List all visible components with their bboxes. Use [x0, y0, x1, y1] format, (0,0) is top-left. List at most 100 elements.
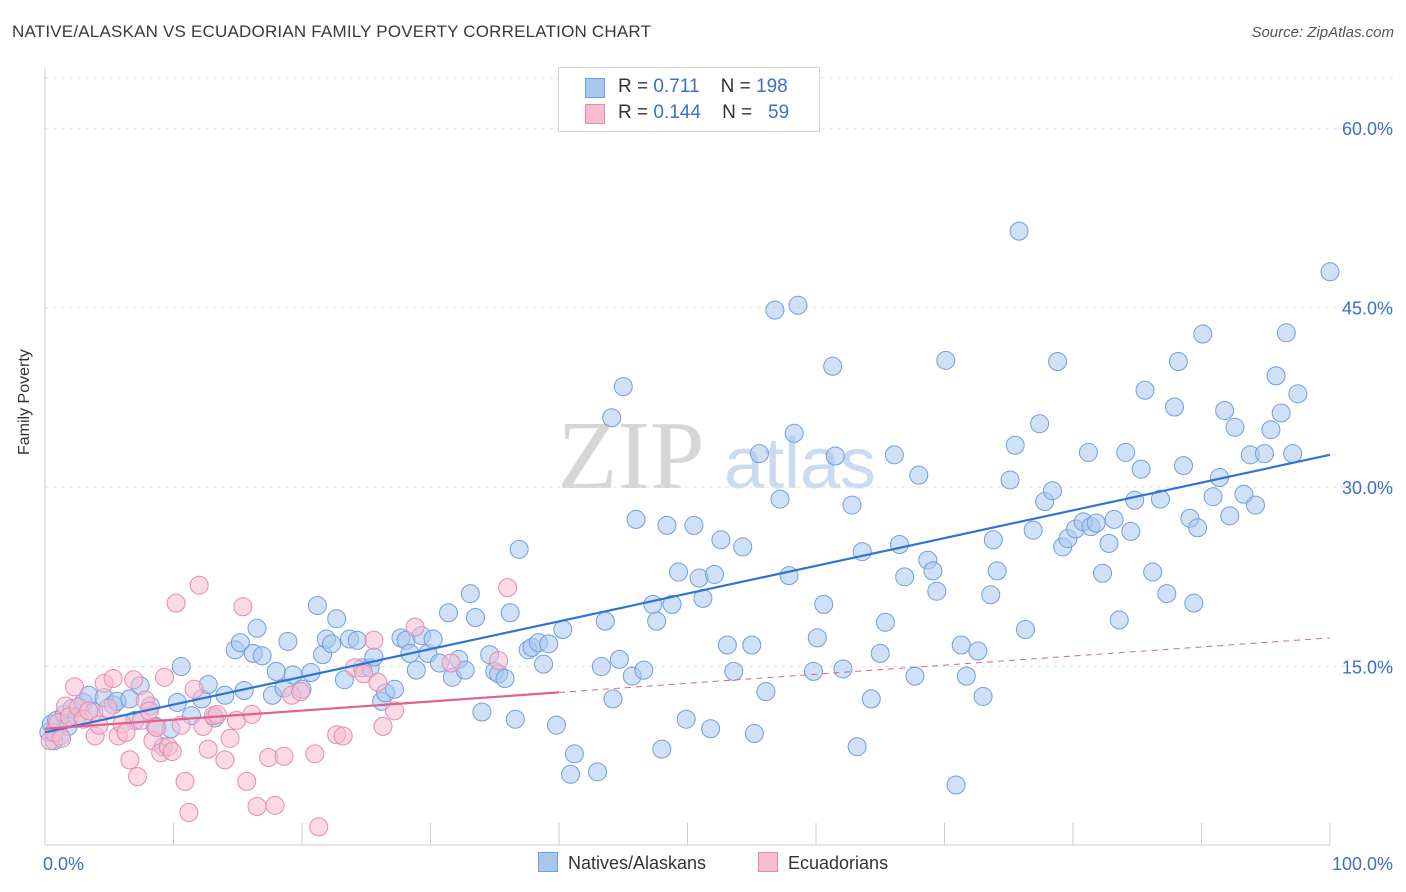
natives-point	[278, 631, 298, 651]
natives-trend-line	[44, 453, 1331, 734]
natives-point	[968, 641, 988, 661]
natives-point	[626, 509, 646, 529]
natives-point	[814, 594, 834, 614]
natives-point	[701, 719, 721, 739]
trend-lines	[44, 453, 1331, 734]
ecuadorians-point	[265, 795, 285, 815]
natives-point	[1109, 610, 1129, 630]
y-tick-label: 15.0%	[1342, 658, 1393, 678]
natives-point	[1143, 562, 1163, 582]
y-axis-label: Family Poverty	[16, 349, 33, 455]
natives-point	[1245, 495, 1265, 515]
natives-point	[1116, 442, 1136, 462]
series-ecuadorians-points	[40, 575, 518, 837]
natives-point	[1048, 352, 1068, 372]
natives-point	[1030, 414, 1050, 434]
natives-point	[1288, 384, 1308, 404]
natives-point	[946, 775, 966, 795]
natives-point	[327, 609, 347, 629]
natives-point	[1271, 403, 1291, 423]
natives-point	[733, 537, 753, 557]
natives-point	[406, 660, 426, 680]
ecuadorians-point	[65, 677, 85, 697]
ecuadorians-point	[207, 704, 227, 724]
natives-point	[905, 666, 925, 686]
natives-point	[884, 445, 904, 465]
natives-point	[669, 562, 689, 582]
y-tick-label: 45.0%	[1342, 299, 1393, 319]
natives-point	[495, 669, 515, 689]
ecuadorians-point	[385, 701, 405, 721]
natives-point	[1157, 584, 1177, 604]
x-tick-label: 0.0%	[43, 854, 84, 874]
natives-point	[807, 628, 827, 648]
legend-ecuadorians-label: Ecuadorians	[788, 853, 889, 873]
natives-point	[230, 633, 250, 653]
natives-point	[472, 702, 492, 722]
natives-point	[662, 594, 682, 614]
natives-point	[1000, 470, 1020, 490]
natives-point	[689, 568, 709, 588]
ecuadorians-point	[364, 630, 384, 650]
ecuadorians-point	[52, 728, 72, 748]
natives-point	[717, 635, 737, 655]
natives-point	[1099, 533, 1119, 553]
natives-point	[588, 762, 608, 782]
ecuadorians-point	[441, 653, 461, 673]
natives-point	[1225, 417, 1245, 437]
natives-point	[500, 603, 520, 623]
natives-point	[704, 564, 724, 584]
natives-point	[634, 660, 654, 680]
natives-point	[1220, 506, 1240, 526]
natives-point	[1261, 420, 1281, 440]
natives-point	[825, 446, 845, 466]
natives-point	[1168, 352, 1188, 372]
ecuadorians-point	[333, 726, 353, 746]
natives-point	[553, 619, 573, 639]
ecuadorians-point	[309, 817, 329, 837]
natives-point	[744, 724, 764, 744]
natives-point	[1093, 563, 1113, 583]
natives-point	[561, 764, 581, 784]
natives-point	[564, 744, 584, 764]
natives-point	[1121, 521, 1141, 541]
natives-point	[1283, 444, 1303, 464]
natives-point	[613, 377, 633, 397]
ecuadorians-point	[274, 746, 294, 766]
legend-natives-label: Natives/Alaskans	[568, 853, 707, 873]
natives-point	[546, 715, 566, 735]
ecuadorians-point	[116, 722, 136, 742]
legend-swatch-blue	[585, 78, 605, 98]
natives-point	[1150, 489, 1170, 509]
natives-point	[987, 561, 1007, 581]
ecuadorians-trend-line	[44, 691, 560, 730]
legend-natives: Natives/Alaskans	[538, 852, 706, 874]
ecuadorians-point	[498, 578, 518, 598]
natives-point	[973, 686, 993, 706]
natives-point	[936, 350, 956, 370]
ecuadorians-point	[368, 672, 388, 692]
natives-point	[347, 630, 367, 650]
legend-n-value: 198	[756, 76, 788, 97]
natives-point	[1131, 459, 1151, 479]
natives-point	[742, 635, 762, 655]
natives-point	[875, 612, 895, 632]
natives-point	[1193, 324, 1213, 344]
natives-point	[842, 495, 862, 515]
x-tick-label: 100.0%	[1332, 854, 1393, 874]
natives-point	[756, 682, 776, 702]
legend-r-value: 0.711	[653, 76, 700, 97]
natives-point	[539, 634, 559, 654]
natives-point	[1042, 481, 1062, 501]
ecuadorians-point	[220, 728, 240, 748]
natives-point	[847, 737, 867, 757]
natives-point	[927, 581, 947, 601]
ecuadorians-point	[305, 744, 325, 764]
natives-point	[652, 739, 672, 759]
source-label: Source: ZipAtlas.com	[1251, 24, 1394, 41]
ecuadorians-point	[189, 575, 209, 595]
natives-point	[534, 654, 554, 674]
natives-point	[460, 584, 480, 604]
natives-point	[385, 679, 405, 699]
